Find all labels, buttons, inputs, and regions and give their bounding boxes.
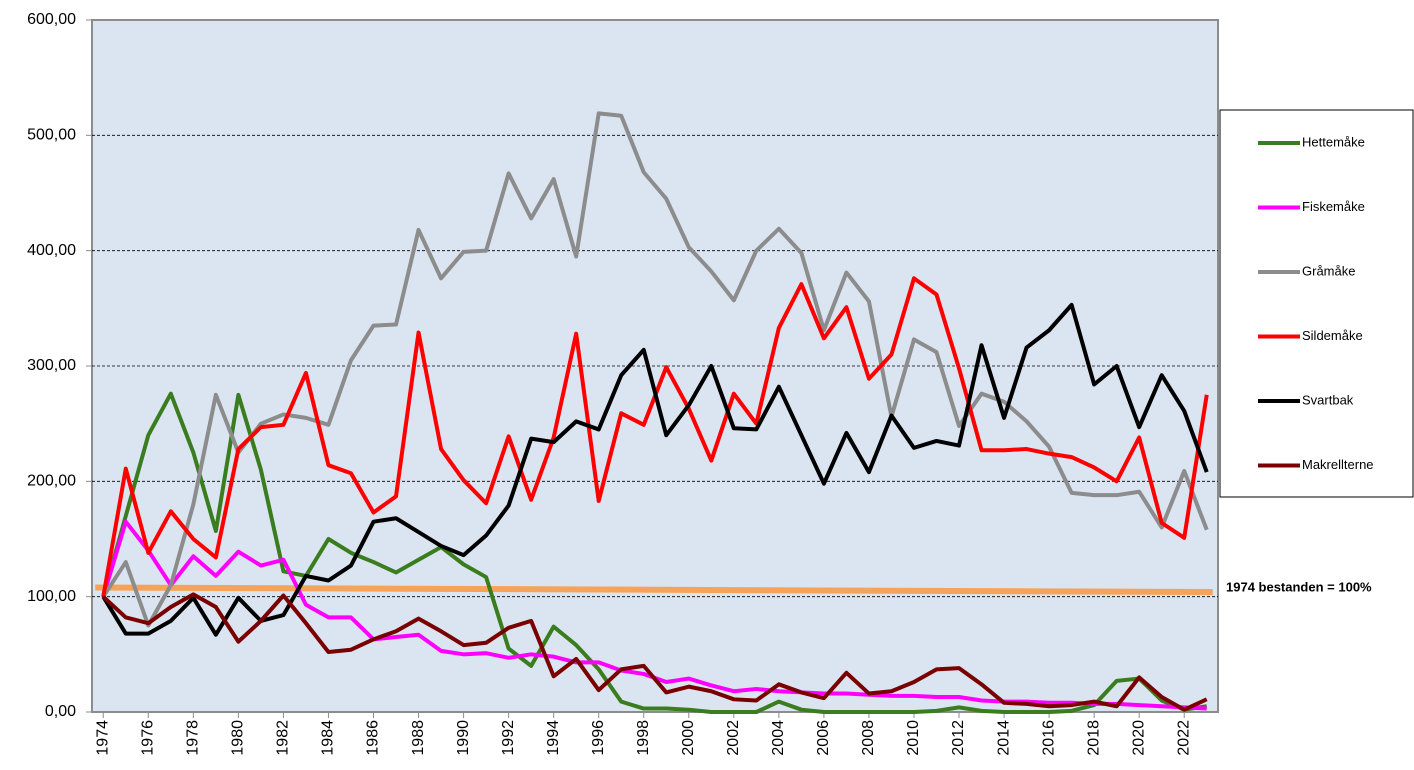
y-tick-label: 0,00 bbox=[45, 703, 76, 720]
x-tick-label: 2020 bbox=[1130, 720, 1147, 756]
y-tick-label: 400,00 bbox=[27, 242, 76, 259]
y-tick-label: 500,00 bbox=[27, 127, 76, 144]
series-line bbox=[101, 592, 1208, 712]
x-tick-label: 1990 bbox=[455, 720, 472, 756]
y-tick-label: 300,00 bbox=[27, 357, 76, 374]
y-tick-label: 100,00 bbox=[27, 588, 76, 605]
x-tick-label: 1996 bbox=[590, 720, 607, 756]
legend-label: Hettemåke bbox=[1302, 134, 1365, 149]
legend-label: Fiskemåke bbox=[1302, 199, 1365, 214]
x-tick-label: 2008 bbox=[860, 720, 877, 756]
legend-label: Sildemåke bbox=[1302, 328, 1363, 343]
series-line bbox=[101, 302, 1209, 637]
legend-label: Makrellterne bbox=[1302, 457, 1374, 472]
x-tick-label: 1988 bbox=[410, 720, 427, 756]
x-tick-label: 1984 bbox=[320, 720, 337, 756]
x-tick-label: 2022 bbox=[1175, 720, 1192, 756]
reference-line bbox=[95, 584, 1213, 596]
x-tick-label: 2010 bbox=[905, 720, 922, 756]
x-tick-label: 2006 bbox=[815, 720, 832, 756]
x-tick-label: 1980 bbox=[230, 720, 247, 756]
x-tick-label: 1998 bbox=[635, 720, 652, 756]
y-tick-label: 600,00 bbox=[27, 11, 76, 28]
x-tick-label: 1974 bbox=[94, 720, 111, 756]
x-tick-label: 1992 bbox=[500, 720, 517, 756]
x-tick-label: 2002 bbox=[725, 720, 742, 756]
x-tick-label: 2012 bbox=[950, 720, 967, 756]
series-line bbox=[101, 391, 1208, 714]
x-tick-label: 2000 bbox=[680, 720, 697, 756]
x-tick-label: 1976 bbox=[140, 720, 157, 756]
x-tick-label: 1982 bbox=[275, 720, 292, 756]
legend-box bbox=[1219, 109, 1414, 498]
y-tick-label: 200,00 bbox=[27, 473, 76, 490]
x-tick-label: 1978 bbox=[185, 720, 202, 756]
x-tick-label: 2018 bbox=[1085, 720, 1102, 756]
legend-label: Svartbak bbox=[1302, 392, 1354, 407]
x-tick-label: 2004 bbox=[770, 720, 787, 756]
x-tick-label: 1986 bbox=[365, 720, 382, 756]
reference-label: 1974 bestanden = 100% bbox=[1226, 579, 1372, 594]
x-tick-label: 1994 bbox=[545, 720, 562, 756]
legend-label: Gråmåke bbox=[1302, 263, 1355, 278]
x-tick-label: 2014 bbox=[995, 720, 1012, 756]
x-tick-label: 2016 bbox=[1040, 720, 1057, 756]
